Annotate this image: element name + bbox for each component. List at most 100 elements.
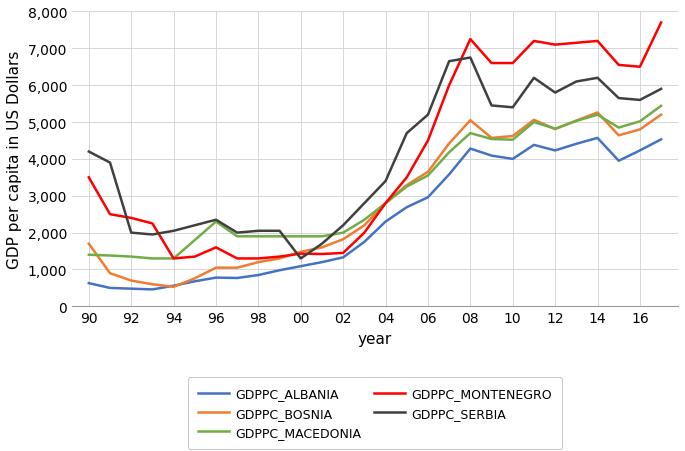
Line: GDPPC_SERBIA: GDPPC_SERBIA (89, 58, 661, 259)
GDPPC_MACEDONIA (127, 254, 136, 260)
GDPPC_SERBIA (530, 76, 538, 81)
GDPPC_SERBIA (445, 60, 453, 65)
GDPPC_SERBIA (466, 55, 475, 61)
GDPPC_ALBANIA (593, 136, 601, 141)
GDPPC_MONTENEGRO (593, 39, 601, 45)
GDPPC_ALBANIA (551, 148, 559, 154)
GDPPC_SERBIA (254, 229, 262, 234)
GDPPC_ALBANIA (488, 153, 496, 159)
GDPPC_BOSNIA (275, 256, 284, 262)
GDPPC_ALBANIA (212, 275, 220, 281)
GDPPC_SERBIA (593, 76, 601, 81)
GDPPC_MONTENEGRO (339, 251, 347, 256)
GDPPC_BOSNIA (233, 265, 241, 271)
GDPPC_SERBIA (509, 106, 517, 111)
GDPPC_MONTENEGRO (382, 201, 390, 207)
GDPPC_BOSNIA (212, 265, 220, 271)
GDPPC_MONTENEGRO (614, 63, 623, 69)
GDPPC_MACEDONIA (275, 234, 284, 239)
GDPPC_MONTENEGRO (424, 138, 432, 144)
GDPPC_MACEDONIA (106, 253, 114, 258)
GDPPC_MONTENEGRO (85, 175, 93, 181)
GDPPC_ALBANIA (382, 219, 390, 225)
GDPPC_ALBANIA (636, 148, 644, 154)
GDPPC_MACEDONIA (360, 217, 369, 223)
GDPPC_ALBANIA (424, 195, 432, 201)
GDPPC_SERBIA (148, 232, 156, 238)
GDPPC_MONTENEGRO (233, 256, 241, 262)
GDPPC_ALBANIA (509, 157, 517, 162)
GDPPC_ALBANIA (106, 285, 114, 291)
GDPPC_SERBIA (127, 230, 136, 236)
GDPPC_BOSNIA (339, 237, 347, 243)
GDPPC_ALBANIA (403, 205, 411, 211)
GDPPC_MONTENEGRO (318, 252, 326, 257)
GDPPC_MONTENEGRO (403, 175, 411, 181)
GDPPC_MACEDONIA (297, 234, 305, 239)
GDPPC_BOSNIA (169, 285, 177, 290)
GDPPC_SERBIA (233, 230, 241, 236)
GDPPC_ALBANIA (190, 279, 199, 285)
GDPPC_MONTENEGRO (530, 39, 538, 45)
Y-axis label: GDP per capita in US Dollars: GDP per capita in US Dollars (7, 51, 22, 268)
GDPPC_ALBANIA (169, 283, 177, 289)
GDPPC_BOSNIA (466, 118, 475, 124)
Line: GDPPC_ALBANIA: GDPPC_ALBANIA (89, 138, 661, 290)
GDPPC_SERBIA (614, 96, 623, 101)
GDPPC_MONTENEGRO (212, 245, 220, 251)
GDPPC_ALBANIA (127, 286, 136, 292)
GDPPC_ALBANIA (360, 239, 369, 245)
GDPPC_MONTENEGRO (148, 221, 156, 226)
GDPPC_ALBANIA (254, 273, 262, 278)
GDPPC_BOSNIA (551, 127, 559, 133)
GDPPC_SERBIA (169, 229, 177, 234)
GDPPC_SERBIA (382, 179, 390, 184)
GDPPC_MONTENEGRO (190, 254, 199, 260)
GDPPC_ALBANIA (85, 281, 93, 286)
GDPPC_BOSNIA (424, 170, 432, 175)
GDPPC_BOSNIA (657, 113, 665, 118)
GDPPC_MACEDONIA (509, 138, 517, 143)
GDPPC_SERBIA (297, 256, 305, 262)
GDPPC_MONTENEGRO (572, 41, 580, 46)
GDPPC_BOSNIA (445, 142, 453, 147)
GDPPC_MACEDONIA (190, 238, 199, 243)
GDPPC_SERBIA (572, 79, 580, 85)
GDPPC_BOSNIA (403, 183, 411, 189)
GDPPC_BOSNIA (148, 282, 156, 287)
GDPPC_MONTENEGRO (254, 256, 262, 262)
GDPPC_MACEDONIA (636, 120, 644, 125)
GDPPC_BOSNIA (297, 249, 305, 255)
GDPPC_ALBANIA (657, 138, 665, 143)
GDPPC_ALBANIA (233, 276, 241, 281)
GDPPC_ALBANIA (275, 268, 284, 273)
GDPPC_MACEDONIA (488, 137, 496, 143)
GDPPC_MACEDONIA (530, 120, 538, 125)
GDPPC_ALBANIA (339, 255, 347, 261)
GDPPC_ALBANIA (445, 172, 453, 178)
GDPPC_MACEDONIA (403, 184, 411, 190)
Line: GDPPC_MACEDONIA: GDPPC_MACEDONIA (89, 106, 661, 259)
GDPPC_MACEDONIA (85, 253, 93, 258)
GDPPC_SERBIA (275, 229, 284, 234)
GDPPC_BOSNIA (382, 201, 390, 207)
GDPPC_MONTENEGRO (297, 251, 305, 257)
GDPPC_MONTENEGRO (445, 83, 453, 89)
GDPPC_BOSNIA (488, 136, 496, 141)
GDPPC_BOSNIA (593, 110, 601, 116)
GDPPC_MACEDONIA (466, 131, 475, 137)
GDPPC_MACEDONIA (169, 256, 177, 262)
GDPPC_SERBIA (339, 223, 347, 229)
GDPPC_BOSNIA (572, 119, 580, 124)
GDPPC_SERBIA (424, 113, 432, 118)
GDPPC_MACEDONIA (614, 125, 623, 131)
GDPPC_BOSNIA (614, 133, 623, 139)
X-axis label: year: year (358, 331, 392, 346)
GDPPC_MONTENEGRO (466, 37, 475, 43)
GDPPC_ALBANIA (466, 147, 475, 152)
GDPPC_MONTENEGRO (275, 254, 284, 260)
GDPPC_MONTENEGRO (127, 216, 136, 221)
GDPPC_MACEDONIA (212, 219, 220, 225)
GDPPC_SERBIA (190, 223, 199, 229)
GDPPC_MACEDONIA (593, 113, 601, 118)
